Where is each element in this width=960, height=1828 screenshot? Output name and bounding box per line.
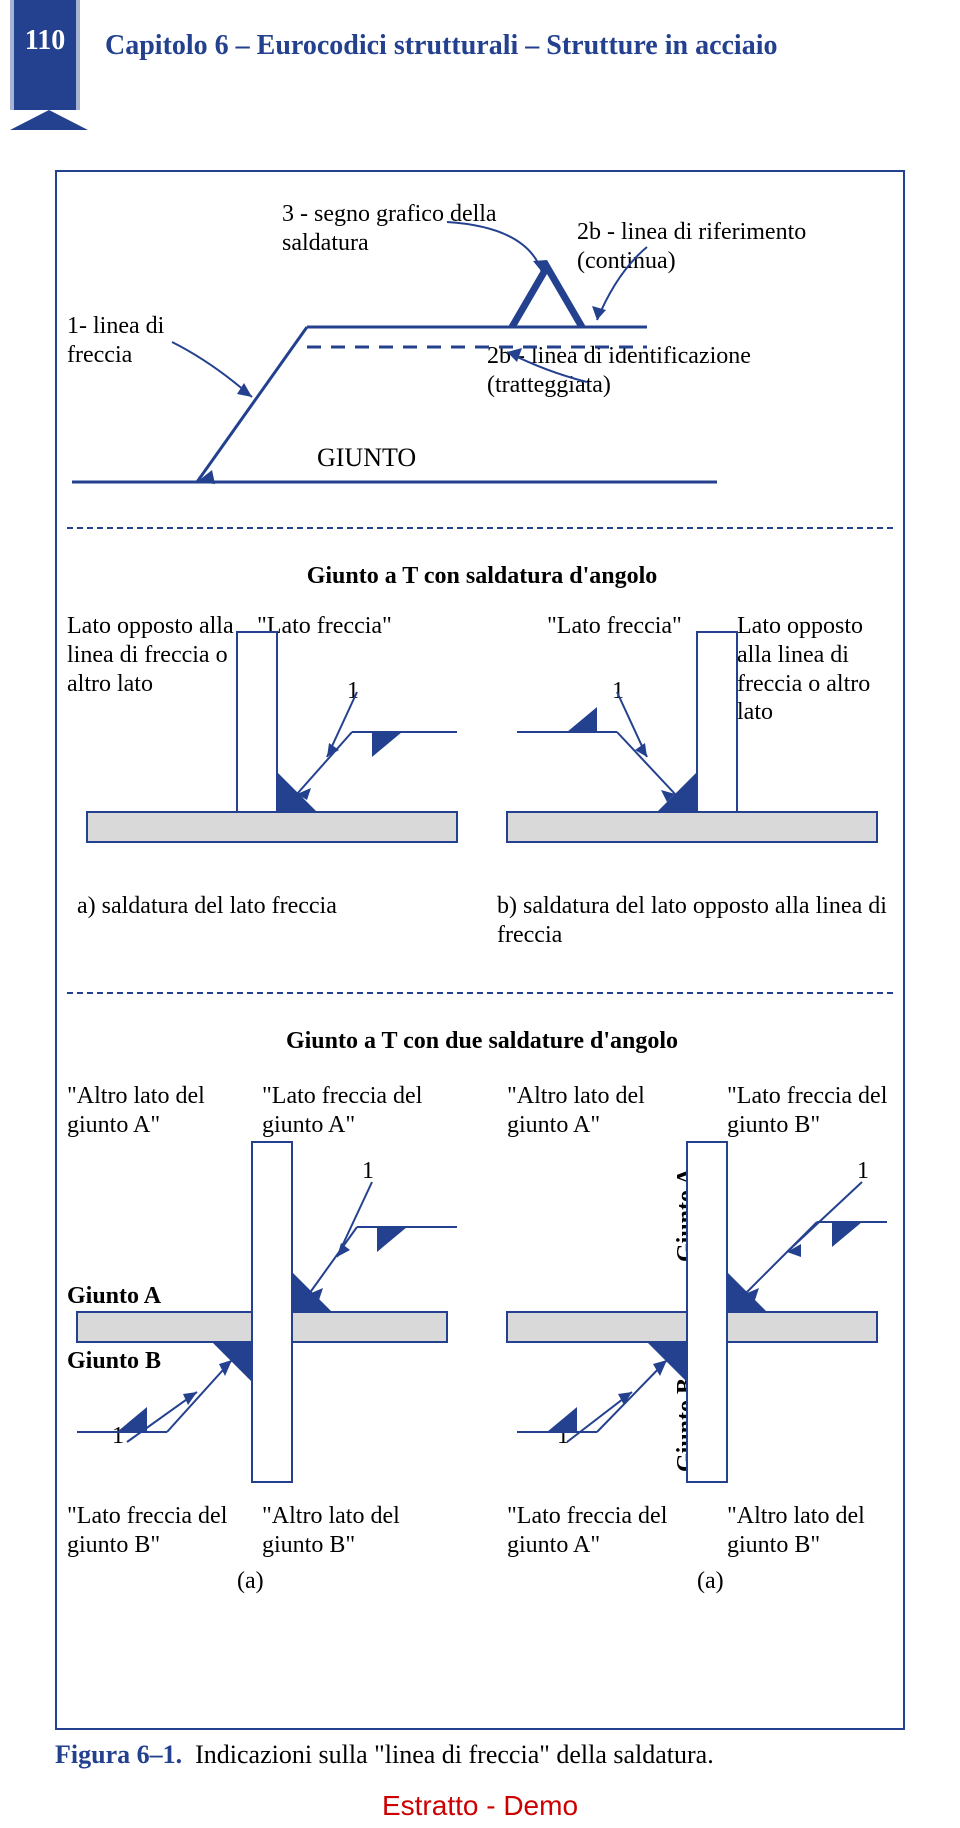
figure-caption: Figura 6–1. Indicazioni sulla "linea di … — [55, 1740, 714, 1770]
panel2-diagram — [57, 602, 907, 882]
figure-number: Figura 6–1. — [55, 1740, 182, 1769]
separator-1 — [67, 527, 893, 529]
p3-lato-a-lt: "Lato freccia del giunto A" — [262, 1082, 432, 1140]
panel2-title: Giunto a T con saldatura d'angolo — [57, 562, 907, 591]
p3-lato-b-rt: "Lato freccia del giunto B" — [727, 1082, 897, 1140]
chapter-title: Capitolo 6 – Eurocodici strutturali – St… — [105, 30, 778, 62]
page-number: 110 — [25, 25, 65, 56]
p2-caption-a: a) saldatura del lato freccia — [77, 892, 437, 921]
page-number-ribbon: 110 — [10, 0, 80, 110]
figure-box: 3 - segno grafico della saldatura 2b - l… — [55, 170, 905, 1730]
demo-footer: Estratto - Demo — [0, 1790, 960, 1822]
p3-altro-a-lt: "Altro lato del giunto A" — [67, 1082, 237, 1140]
separator-2 — [67, 992, 893, 994]
panel3-diagram — [57, 1132, 907, 1532]
p3-altro-a-rt: "Altro lato del giunto A" — [507, 1082, 677, 1140]
p3-sub-a-r: (a) — [697, 1567, 724, 1596]
panel1-diagram — [57, 172, 907, 502]
figure-caption-text: Indicazioni sulla "linea di freccia" del… — [195, 1740, 714, 1769]
p3-sub-a-l: (a) — [237, 1567, 264, 1596]
p2-caption-b: b) saldatura del lato opposto alla linea… — [497, 892, 887, 950]
panel3-title: Giunto a T con due saldature d'angolo — [57, 1027, 907, 1056]
